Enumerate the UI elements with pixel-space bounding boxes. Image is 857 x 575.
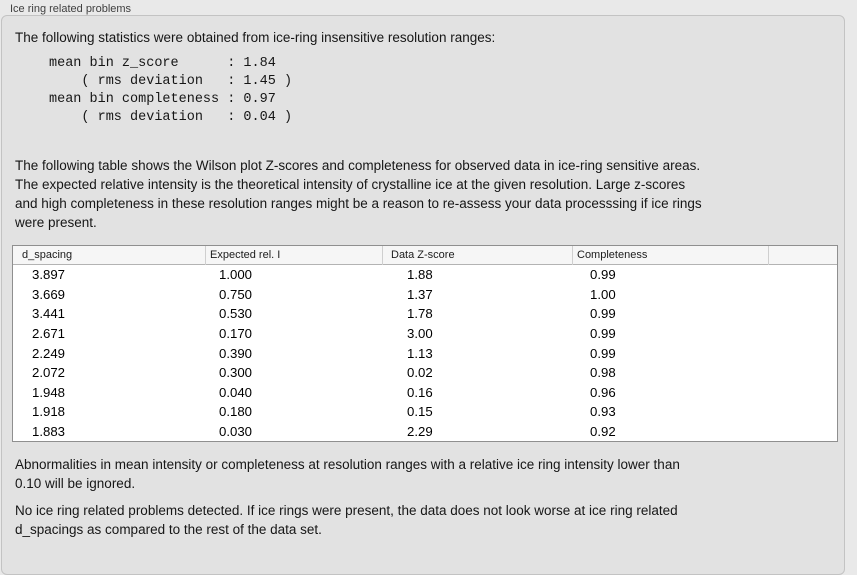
cell-completeness: 0.98 (590, 365, 616, 381)
cell-d-spacing: 1.883 (32, 424, 66, 440)
cell-d-spacing: 3.897 (32, 267, 66, 283)
conclusion-note: No ice ring related problems detected. I… (15, 501, 844, 539)
panel-title: Ice ring related problems (10, 3, 132, 15)
cell-data-z-score: 2.29 (407, 424, 433, 440)
cell-data-z-score: 1.13 (407, 345, 433, 361)
cell-expected-rel-i: 0.530 (219, 306, 253, 322)
cell-expected-rel-i: 0.030 (219, 424, 253, 440)
description-text: The following table shows the Wilson plo… (15, 156, 844, 232)
description-line: and high completeness in these resolutio… (15, 196, 702, 211)
cell-completeness: 0.99 (590, 267, 616, 283)
table-header: d_spacing Expected rel. I Data Z-score C… (13, 245, 837, 265)
column-header-spacer (768, 245, 837, 265)
table-row[interactable]: 3.897 1.000 1.88 0.99 (13, 265, 837, 285)
cell-completeness: 0.99 (590, 306, 616, 322)
table-row[interactable]: 1.883 0.030 2.29 0.92 (13, 422, 837, 442)
cell-completeness: 0.99 (590, 345, 616, 361)
column-header-d-spacing[interactable]: d_spacing (22, 248, 73, 261)
stats-block: mean bin z_score : 1.84 ( rms deviation … (49, 55, 844, 127)
panel-body: The following statistics were obtained f… (1, 15, 845, 575)
cell-expected-rel-i: 0.390 (219, 345, 253, 361)
ignore-note-line: Abnormalities in mean intensity or compl… (15, 457, 680, 473)
table-row[interactable]: 1.918 0.180 0.15 0.93 (13, 402, 837, 422)
cell-data-z-score: 0.15 (407, 404, 433, 420)
cell-d-spacing: 3.441 (32, 306, 66, 322)
intro-text: The following statistics were obtained f… (15, 30, 496, 45)
table-row[interactable]: 3.669 0.750 1.37 1.00 (13, 285, 837, 305)
cell-d-spacing: 2.671 (32, 326, 66, 342)
ice-ring-section: Ice ring related problems The following … (1, 3, 845, 575)
ignore-note: Abnormalities in mean intensity or compl… (15, 455, 844, 493)
conclusion-note-line: No ice ring related problems detected. I… (15, 503, 678, 519)
cell-completeness: 0.96 (590, 384, 616, 400)
cell-completeness: 0.99 (590, 326, 616, 342)
cell-expected-rel-i: 0.040 (219, 384, 253, 400)
cell-d-spacing: 2.072 (32, 365, 66, 381)
cell-expected-rel-i: 0.180 (219, 404, 253, 420)
table-row[interactable]: 2.249 0.390 1.13 0.99 (13, 343, 837, 363)
ice-ring-table: d_spacing Expected rel. I Data Z-score C… (12, 245, 838, 443)
cell-data-z-score: 1.88 (407, 267, 433, 283)
cell-d-spacing: 2.249 (32, 345, 66, 361)
stat-rms-deviation-z: ( rms deviation : 1.45 ) (49, 74, 293, 89)
stat-mean-bin-completeness: mean bin completeness : 0.97 (49, 92, 276, 107)
stat-mean-bin-z-score: mean bin z_score : 1.84 (49, 56, 276, 71)
cell-completeness: 0.92 (590, 424, 616, 440)
cell-d-spacing: 1.918 (32, 404, 66, 420)
cell-data-z-score: 1.37 (407, 286, 433, 302)
cell-data-z-score: 0.02 (407, 365, 433, 381)
cell-expected-rel-i: 0.750 (219, 286, 253, 302)
ignore-note-line: 0.10 will be ignored. (15, 476, 136, 492)
cell-completeness: 0.93 (590, 404, 616, 420)
table-row[interactable]: 2.072 0.300 0.02 0.98 (13, 363, 837, 383)
cell-data-z-score: 3.00 (407, 326, 433, 342)
cell-d-spacing: 1.948 (32, 384, 66, 400)
table-row[interactable]: 3.441 0.530 1.78 0.99 (13, 304, 837, 324)
ice-ring-table-body: 3.897 1.000 1.88 0.99 3.669 0.750 1.37 1… (13, 265, 837, 441)
description-line: The following table shows the Wilson plo… (15, 158, 701, 173)
cell-expected-rel-i: 0.300 (219, 365, 253, 381)
cell-completeness: 1.00 (590, 286, 616, 302)
cell-data-z-score: 0.16 (407, 384, 433, 400)
conclusion-note-line: d_spacings as compared to the rest of th… (15, 522, 322, 538)
column-header-completeness[interactable]: Completeness (572, 245, 768, 265)
stat-rms-deviation-comp: ( rms deviation : 0.04 ) (49, 110, 293, 125)
description-line: were present. (15, 215, 97, 230)
table-row[interactable]: 2.671 0.170 3.00 0.99 (13, 324, 837, 344)
cell-d-spacing: 3.669 (32, 286, 66, 302)
column-header-expected-rel-i[interactable]: Expected rel. I (205, 245, 382, 265)
cell-expected-rel-i: 0.170 (219, 326, 253, 342)
cell-data-z-score: 1.78 (407, 306, 433, 322)
table-row[interactable]: 1.948 0.040 0.16 0.96 (13, 383, 837, 403)
cell-expected-rel-i: 1.000 (219, 267, 253, 283)
description-line: The expected relative intensity is the t… (15, 177, 686, 192)
column-header-data-z-score[interactable]: Data Z-score (382, 245, 572, 265)
